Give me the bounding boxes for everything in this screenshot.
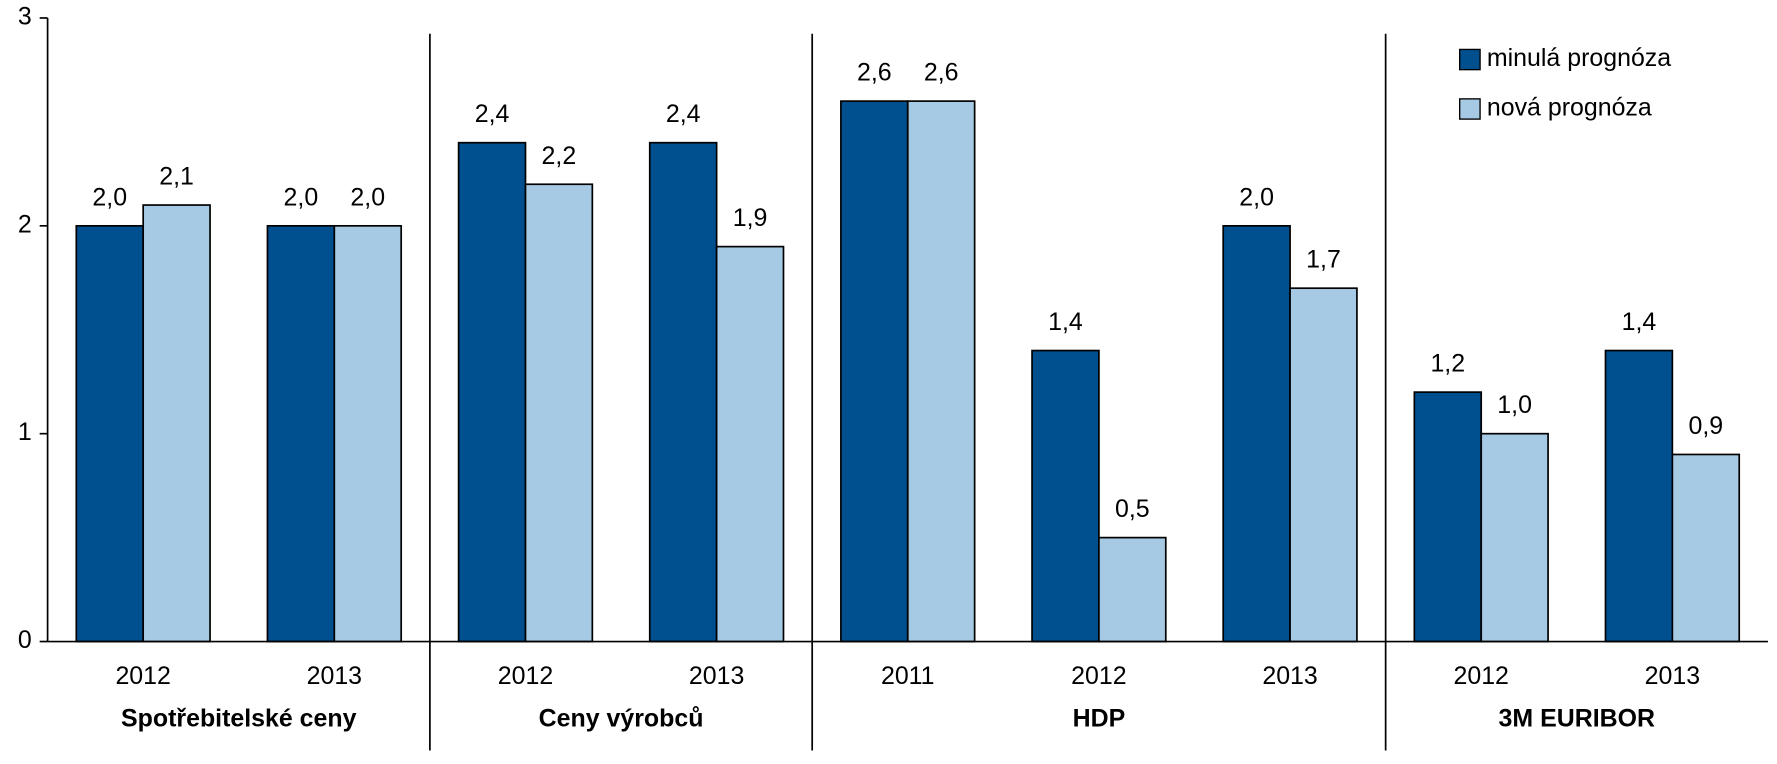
x-tick-label: 2013 — [1262, 663, 1317, 690]
value-label: 2,6 — [924, 60, 959, 87]
bar — [75, 224, 145, 643]
legend-swatch — [1458, 98, 1481, 120]
bar — [1222, 224, 1291, 643]
value-label: 2,4 — [475, 101, 510, 128]
x-tick-label: 2012 — [498, 663, 553, 690]
bar — [1031, 349, 1100, 643]
group-label: 3M EURIBOR — [1499, 706, 1656, 733]
bar — [1413, 391, 1483, 643]
bar — [1480, 432, 1549, 643]
bar — [333, 224, 403, 643]
bar — [715, 245, 785, 643]
value-label: 1,9 — [733, 205, 768, 232]
group-label: HDP — [1073, 706, 1126, 733]
x-tick-label: 2012 — [1453, 663, 1508, 690]
x-tick-label: 2013 — [1645, 663, 1700, 690]
value-label: 0,5 — [1115, 496, 1150, 523]
legend-swatch — [1458, 48, 1481, 71]
x-tick-label: 2013 — [307, 663, 362, 690]
value-label: 1,7 — [1306, 247, 1341, 274]
x-tick-label: 2013 — [689, 663, 744, 690]
legend-label: minulá prognóza — [1487, 45, 1671, 72]
bar — [840, 100, 909, 643]
value-label: 2,1 — [159, 164, 194, 191]
group-label: Spotřebitelské ceny — [121, 706, 357, 733]
bar — [457, 141, 527, 643]
value-label: 2,0 — [1239, 184, 1274, 211]
value-label: 2,0 — [92, 184, 127, 211]
value-label: 2,0 — [284, 184, 319, 211]
bar — [1098, 536, 1167, 643]
y-tick-label: 3 — [18, 4, 32, 31]
bar — [142, 204, 211, 643]
value-label: 1,2 — [1430, 351, 1465, 378]
bar — [524, 183, 594, 643]
bar — [906, 100, 976, 643]
bar — [1671, 453, 1741, 643]
value-label: 2,2 — [542, 143, 577, 170]
bar — [1289, 287, 1358, 643]
value-label: 1,0 — [1497, 392, 1532, 419]
value-label: 2,4 — [666, 101, 701, 128]
y-tick-label: 0 — [18, 627, 32, 654]
y-tick-label: 1 — [18, 419, 32, 446]
x-tick-label: 2012 — [1071, 663, 1126, 690]
value-label: 2,0 — [350, 184, 385, 211]
y-tick-label: 2 — [18, 211, 32, 238]
bar — [266, 224, 336, 643]
x-tick-label: 2012 — [115, 663, 170, 690]
value-label: 2,6 — [857, 60, 892, 87]
bar — [1604, 349, 1674, 643]
legend-label: nová prognóza — [1487, 95, 1652, 122]
bar — [648, 141, 718, 643]
x-tick-label: 2011 — [881, 663, 935, 690]
value-label: 1,4 — [1048, 309, 1083, 336]
value-label: 0,9 — [1688, 413, 1723, 440]
group-label: Ceny výrobců — [539, 706, 704, 733]
value-label: 1,4 — [1622, 309, 1657, 336]
